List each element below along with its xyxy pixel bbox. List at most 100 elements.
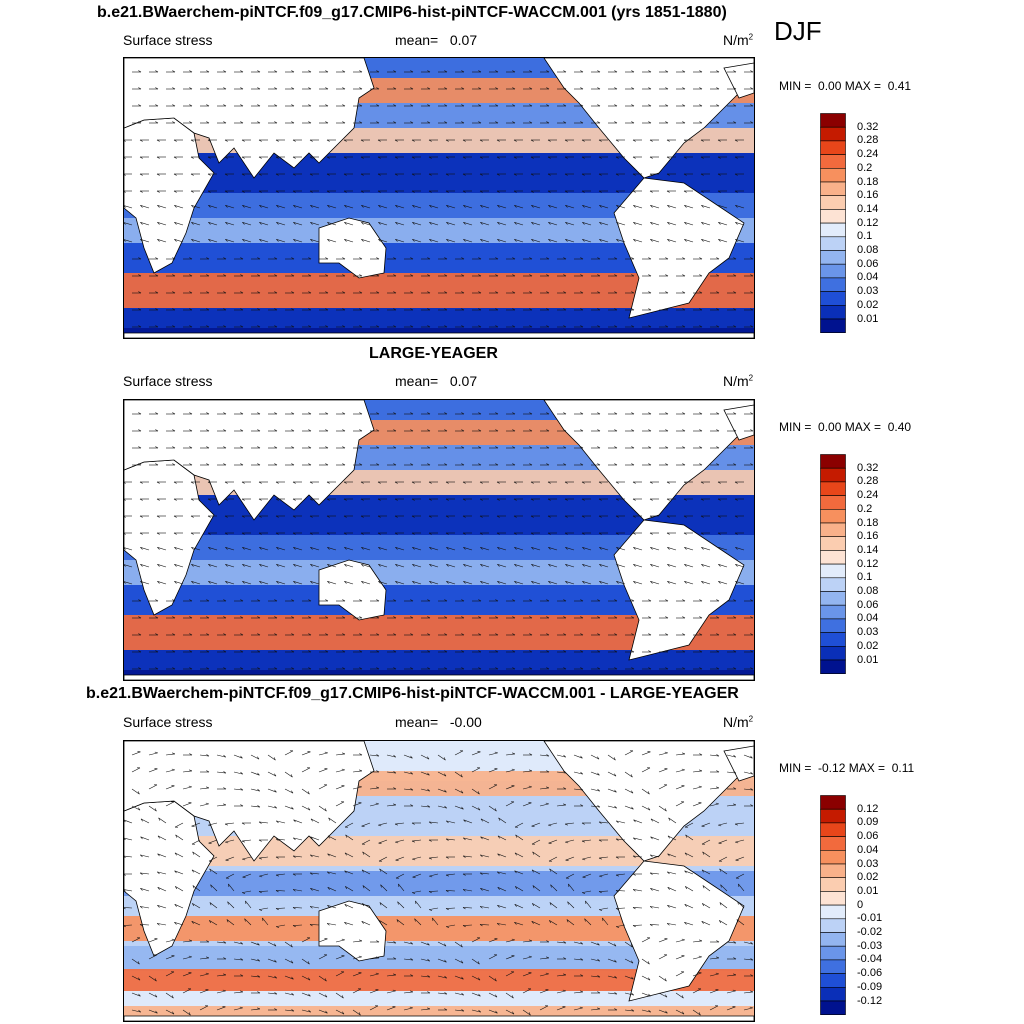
wind-stress-vector-head (580, 804, 584, 807)
wind-stress-vector-head (615, 190, 619, 193)
wind-stress-vector-head (361, 239, 364, 242)
wind-stress-vector-head (325, 308, 329, 311)
wind-stress-vector-head (750, 121, 754, 124)
wind-stress-vector-head (699, 412, 703, 415)
wind-stress-vector (641, 767, 651, 773)
wind-stress-vector-head (292, 190, 296, 193)
wind-stress-vector-head (124, 174, 126, 176)
wind-stress-vector (124, 837, 133, 841)
wind-stress-vector-head (207, 515, 211, 518)
wind-stress-vector-head (173, 190, 177, 193)
wind-stress-vector (208, 822, 218, 826)
wind-stress-vector (378, 856, 388, 862)
wind-stress-vector (515, 886, 524, 892)
wind-stress-vector-head (546, 308, 550, 311)
wind-stress-vector (567, 901, 575, 909)
wind-stress-vector-head (189, 616, 193, 619)
wind-stress-vector (709, 973, 719, 977)
wind-stress-vector-head (139, 190, 143, 193)
wind-stress-vector (361, 869, 371, 875)
wind-stress-vector (701, 869, 711, 875)
wind-stress-vector-head (291, 1009, 295, 1012)
wind-stress-vector-head (614, 667, 618, 670)
wind-stress-vector (709, 957, 719, 960)
wind-stress-vector-head (124, 191, 126, 193)
wind-stress-vector (267, 992, 277, 995)
wind-stress-vector-head (462, 156, 466, 159)
wind-stress-vector-head (478, 121, 482, 124)
wind-stress-vector (227, 901, 235, 909)
wind-stress-vector-head (376, 308, 380, 311)
wind-stress-vector-head (361, 547, 364, 550)
colorbar-swatch (820, 167, 846, 183)
wind-stress-vector-head (529, 753, 533, 756)
wind-stress-vector-head (497, 871, 500, 875)
wind-stress-vector (556, 1006, 566, 1011)
wind-stress-vector-head (563, 754, 566, 758)
wind-stress-vector (216, 804, 226, 807)
wind-stress-vector (737, 901, 745, 909)
wind-stress-vector (327, 923, 337, 926)
wind-stress-vector (131, 975, 141, 981)
wind-stress-vector-head (273, 757, 276, 761)
wind-stress-vector-head (157, 205, 160, 208)
wind-stress-vector-head (223, 257, 227, 260)
wind-stress-vector-head (718, 222, 721, 225)
wind-stress-vector-head (393, 941, 397, 944)
wind-stress-vector-head (206, 87, 210, 90)
wind-stress-vector (233, 958, 243, 961)
wind-stress-vector (378, 222, 388, 226)
wind-stress-vector-head (224, 515, 228, 518)
wind-stress-vector-head (308, 650, 312, 653)
wind-stress-vector-head (681, 995, 684, 999)
wind-stress-vector (386, 754, 396, 758)
wind-stress-vector-head (124, 564, 126, 567)
wind-stress-vector (139, 924, 150, 926)
wind-stress-vector (488, 938, 498, 943)
wind-stress-vector-head (546, 650, 550, 653)
wind-stress-vector (539, 787, 549, 790)
wind-stress-vector-head (379, 920, 382, 924)
wind-stress-vector (420, 941, 430, 946)
wind-stress-vector (480, 222, 490, 226)
wind-stress-vector-head (155, 429, 159, 432)
wind-stress-vector (157, 923, 167, 926)
wind-stress-vector-head (529, 429, 533, 432)
wind-stress-vector-head (327, 871, 330, 875)
wind-stress-vector (497, 564, 507, 568)
wind-stress-vector-head (310, 547, 313, 550)
wind-stress-vector-head (257, 1007, 261, 1010)
wind-stress-vector (397, 901, 405, 909)
wind-stress-vector-head (124, 205, 126, 208)
wind-stress-vector-head (291, 70, 295, 73)
wind-stress-vector-head (716, 770, 720, 773)
wind-stress-vector (565, 581, 575, 585)
wind-stress-vector (718, 564, 728, 568)
wind-stress-vector-head (291, 308, 295, 311)
wind-stress-vector-head (547, 498, 551, 501)
panel3-minmax: MIN = -0.12 MAX = 0.11 (779, 761, 915, 775)
wind-stress-vector-head (188, 955, 192, 958)
wind-stress-vector (267, 771, 277, 777)
wind-stress-vector-head (343, 515, 347, 518)
wind-stress-vector-head (495, 412, 499, 415)
wind-stress-vector-head (494, 751, 498, 754)
wind-stress-vector-head (700, 139, 704, 142)
map-canvas (124, 741, 754, 1021)
colorbar-tick-label: 0.04 (857, 612, 879, 625)
wind-stress-vector-head (393, 771, 397, 774)
wind-stress-vector (480, 836, 490, 841)
wind-stress-vector (471, 767, 481, 773)
wind-stress-vector-head (529, 325, 533, 328)
stress-contour-band (124, 650, 754, 670)
wind-stress-vector-head (190, 190, 194, 193)
wind-stress-vector-head (139, 906, 143, 909)
wind-stress-vector-head (124, 157, 126, 159)
wind-stress-vector (293, 889, 303, 892)
wind-stress-vector-head (684, 205, 687, 208)
wind-stress-vector (463, 222, 473, 226)
wind-stress-vector-head (699, 650, 703, 653)
wind-stress-vector-head (716, 754, 720, 757)
wind-stress-vector-head (274, 121, 278, 124)
wind-stress-vector (446, 581, 456, 585)
